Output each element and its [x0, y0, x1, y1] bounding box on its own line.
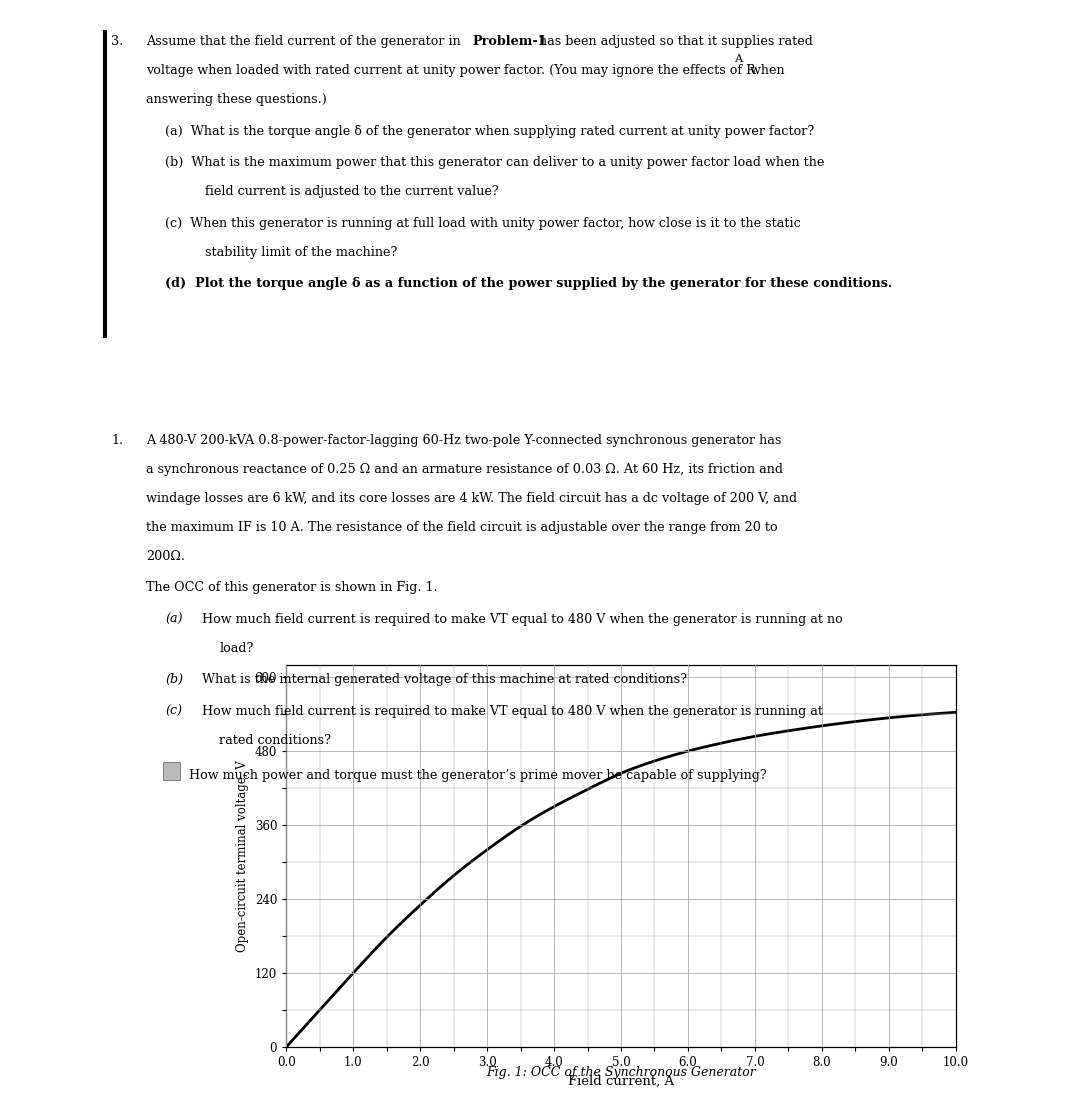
Text: has been adjusted so that it supplies rated: has been adjusted so that it supplies ra…	[535, 35, 812, 49]
Text: How much power and torque must the generator’s prime mover be capable of supplyi: How much power and torque must the gener…	[189, 769, 767, 781]
Text: How much field current is required to make VT equal to 480 V when the generator : How much field current is required to ma…	[202, 705, 823, 718]
Text: (a): (a)	[165, 613, 183, 626]
Text: voltage when loaded with rated current at unity power factor. (You may ignore th: voltage when loaded with rated current a…	[146, 64, 756, 78]
Text: A: A	[734, 54, 743, 64]
Text: The OCC of this generator is shown in Fig. 1.: The OCC of this generator is shown in Fi…	[146, 582, 437, 594]
Text: Assume that the field current of the generator in: Assume that the field current of the gen…	[146, 35, 464, 49]
Text: windage losses are 6 kW, and its core losses are 4 kW. The field circuit has a d: windage losses are 6 kW, and its core lo…	[146, 492, 797, 505]
Text: (d)  Plot the torque angle δ as a function of the power supplied by the generato: (d) Plot the torque angle δ as a functio…	[165, 277, 892, 290]
Text: (b): (b)	[165, 674, 184, 687]
Text: A 480-V 200-kVA 0.8-power-factor-lagging 60-Hz two-pole Y-connected synchronous : A 480-V 200-kVA 0.8-power-factor-lagging…	[146, 434, 781, 448]
Text: Fig. 1: OCC of the Synchronous Generator: Fig. 1: OCC of the Synchronous Generator	[486, 1066, 756, 1079]
Text: a synchronous reactance of 0.25 Ω and an armature resistance of 0.03 Ω. At 60 Hz: a synchronous reactance of 0.25 Ω and an…	[146, 463, 783, 476]
Text: load?: load?	[219, 642, 254, 655]
Text: stability limit of the machine?: stability limit of the machine?	[205, 246, 397, 259]
Text: What is the internal generated voltage of this machine at rated conditions?: What is the internal generated voltage o…	[202, 674, 687, 687]
Text: (b)  What is the maximum power that this generator can deliver to a unity power : (b) What is the maximum power that this …	[165, 156, 825, 170]
Text: when: when	[746, 64, 785, 78]
Text: rated conditions?: rated conditions?	[219, 733, 332, 747]
Text: 1.: 1.	[111, 434, 123, 448]
Text: (c)  When this generator is running at full load with unity power factor, how cl: (c) When this generator is running at fu…	[165, 217, 801, 230]
Text: answering these questions.): answering these questions.)	[146, 93, 326, 106]
Y-axis label: Open-circuit terminal voltage, V: Open-circuit terminal voltage, V	[237, 760, 249, 952]
Text: field current is adjusted to the current value?: field current is adjusted to the current…	[205, 185, 499, 198]
Text: How much field current is required to make VT equal to 480 V when the generator : How much field current is required to ma…	[202, 613, 842, 626]
X-axis label: Field current, A: Field current, A	[568, 1075, 674, 1088]
Text: the maximum IF is 10 A. The resistance of the field circuit is adjustable over t: the maximum IF is 10 A. The resistance o…	[146, 521, 778, 534]
Text: 3.: 3.	[111, 35, 123, 49]
Text: Problem-1: Problem-1	[472, 35, 546, 49]
Text: (a)  What is the torque angle δ of the generator when supplying rated current at: (a) What is the torque angle δ of the ge…	[165, 125, 814, 137]
Text: 200Ω.: 200Ω.	[146, 550, 185, 563]
Text: (c): (c)	[165, 705, 183, 718]
